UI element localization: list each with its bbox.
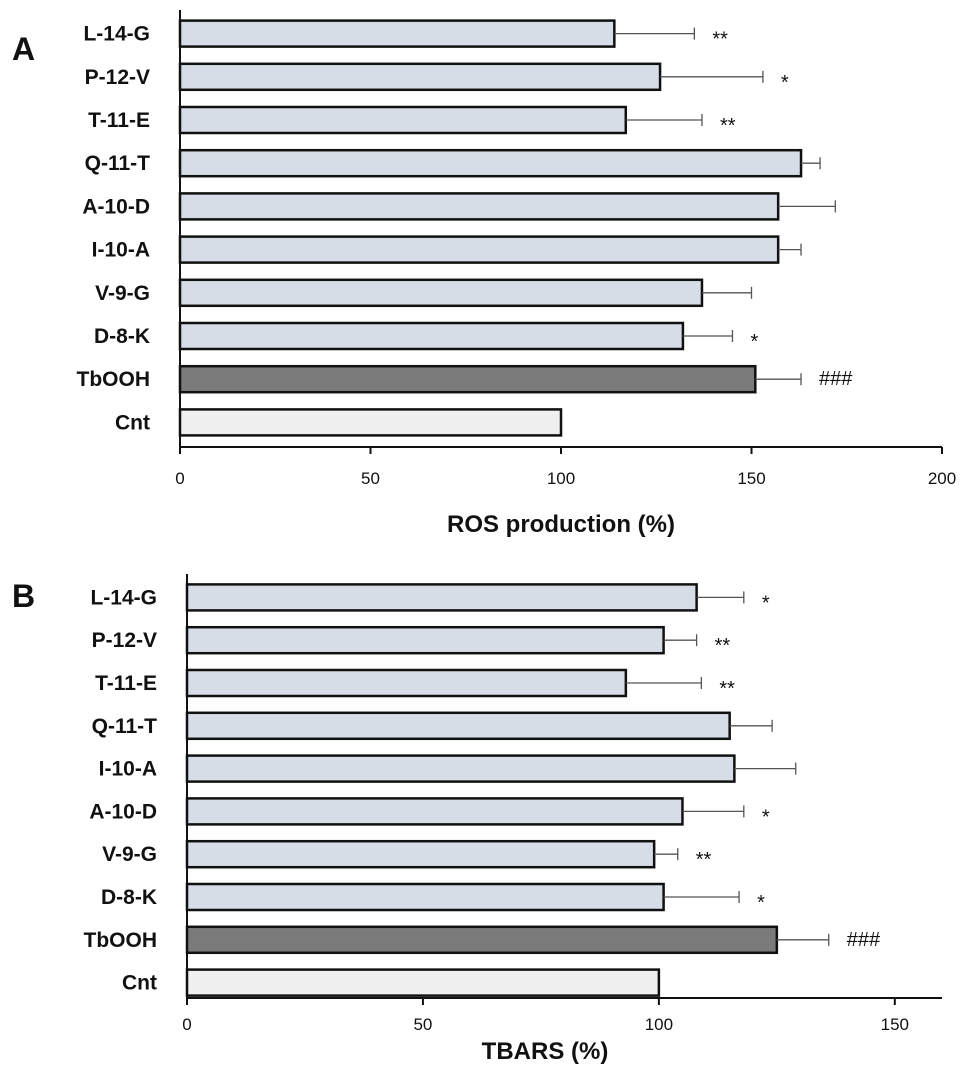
category-label: L-14-G [90, 586, 157, 609]
significance-label: ### [847, 929, 881, 951]
bar-l-14-g [185, 583, 698, 612]
significance-label: ** [719, 678, 735, 700]
category-label: Cnt [122, 972, 157, 995]
category-label: Q-11-T [85, 152, 151, 175]
x-tick-label: 150 [737, 469, 765, 488]
category-label: Cnt [115, 411, 150, 434]
panel-b: B L-14-G *P-12-V **T-11-E **Q-11-TI-10-AA-10… [12, 574, 942, 1065]
category-label: Q-11-T [92, 715, 158, 738]
category-label: I-10-A [92, 239, 150, 262]
category-label: A-10-D [89, 800, 157, 823]
panel-a: A L-14-G ** P-12-V * T-11-E ** Q-11-T A-10-D I-10… [12, 10, 956, 538]
bar-v-9-g [185, 839, 656, 869]
bar-q-11-t [185, 711, 731, 741]
bar-a-10-d [185, 797, 684, 826]
category-label: TbOOH [84, 929, 158, 952]
bar-p-12-v [185, 625, 665, 655]
bar-i-10-a [185, 754, 736, 783]
bar-tbooh [185, 925, 779, 955]
significance-label: * [781, 72, 789, 94]
bar-t-11-e [185, 668, 628, 698]
x-tick-label: 100 [645, 1015, 673, 1034]
category-label: I-10-A [99, 758, 157, 781]
bar-q-11-t [178, 148, 803, 178]
bar-l-14-g [178, 19, 616, 48]
panel-letter: B [12, 578, 35, 614]
category-label: TbOOH [77, 368, 151, 391]
bar-p-12-v [178, 62, 662, 92]
significance-label: ### [819, 368, 853, 390]
x-tick-label: 150 [881, 1015, 909, 1034]
x-tick-label: 50 [361, 469, 380, 488]
category-label: P-12-V [85, 66, 150, 89]
significance-label: * [750, 331, 758, 353]
category-label: T-11-E [88, 109, 150, 132]
bar-tbooh [178, 364, 757, 394]
significance-label: * [762, 806, 770, 828]
x-tick-label: 100 [547, 469, 575, 488]
x-tick-label: 0 [175, 469, 184, 488]
bar-v-9-g [178, 278, 704, 308]
significance-label: * [762, 592, 770, 614]
bar-d-8-k [185, 882, 665, 912]
category-label: D-8-K [101, 886, 157, 909]
significance-label: ** [712, 29, 728, 51]
x-axis-title: ROS production (%) [447, 511, 675, 538]
panel-letter: A [12, 31, 35, 67]
x-tick-label: 200 [928, 469, 956, 488]
category-label: D-8-K [94, 325, 150, 348]
significance-label: ** [720, 115, 736, 137]
x-axis-title: TBARS (%) [482, 1038, 609, 1065]
category-label: V-9-G [102, 843, 157, 866]
significance-label: ** [715, 635, 731, 657]
bar-cnt [185, 968, 661, 997]
category-label: L-14-G [83, 23, 150, 46]
bar-d-8-k [178, 321, 685, 351]
category-label: P-12-V [92, 629, 157, 652]
bar-a-10-d [178, 192, 780, 221]
category-label: T-11-E [95, 672, 157, 695]
bar-cnt [178, 408, 563, 437]
x-tick-label: 0 [182, 1015, 191, 1034]
x-tick-label: 50 [413, 1015, 432, 1034]
category-label: A-10-D [82, 195, 150, 218]
significance-label: ** [696, 849, 712, 871]
category-label: V-9-G [95, 282, 150, 305]
bar-i-10-a [178, 235, 780, 264]
significance-label: * [757, 892, 765, 914]
bar-t-11-e [178, 105, 628, 135]
